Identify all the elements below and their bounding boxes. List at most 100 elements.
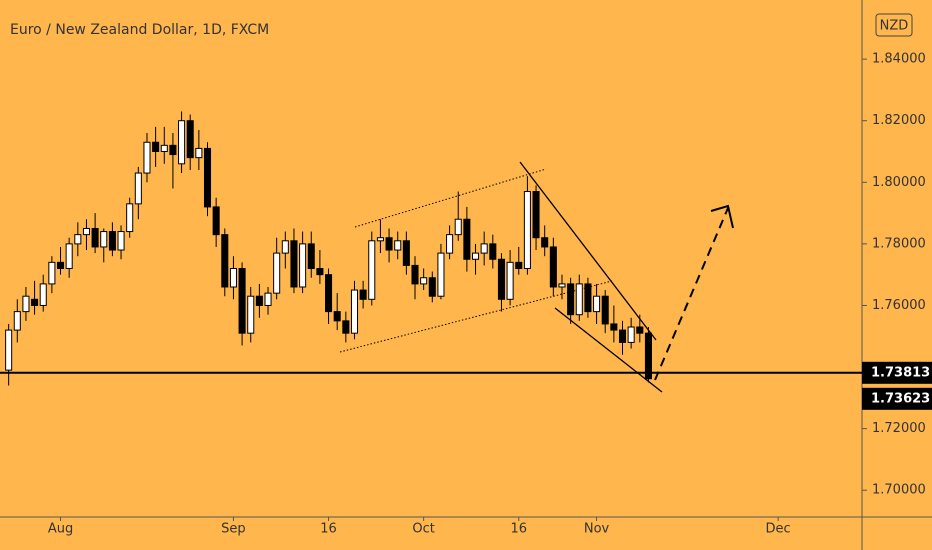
candle-body xyxy=(420,277,428,285)
candle-body xyxy=(385,237,393,251)
candle-body xyxy=(143,141,151,174)
candle-body xyxy=(567,283,575,316)
candle-body xyxy=(212,206,220,236)
y-tick-label: 1.80000 xyxy=(872,175,926,190)
price-label: 1.73623 xyxy=(871,391,930,406)
arrow-head xyxy=(710,204,734,229)
candle-body xyxy=(82,227,90,236)
candle-body xyxy=(255,295,263,306)
candle-body xyxy=(376,237,384,242)
candle-body xyxy=(601,295,609,325)
candle-body xyxy=(402,240,410,266)
wedge-upper xyxy=(519,161,657,341)
y-tick-label: 1.76000 xyxy=(872,298,926,313)
y-tick-label: 1.70000 xyxy=(872,483,926,498)
candle-body xyxy=(333,311,341,322)
x-tick-label: 16 xyxy=(510,522,527,537)
x-tick-label: Sep xyxy=(221,522,246,537)
candle-body xyxy=(618,329,627,343)
candle-body xyxy=(247,295,255,334)
candle-body xyxy=(169,144,177,156)
candle-body xyxy=(489,243,497,260)
candle-body xyxy=(48,261,56,285)
candle-body xyxy=(264,292,272,306)
candle-body xyxy=(497,258,505,300)
candle-body xyxy=(281,240,289,254)
drawings xyxy=(339,161,734,393)
candle-body xyxy=(394,240,402,251)
candle-body xyxy=(65,243,73,270)
y-tick-label: 1.72000 xyxy=(872,421,926,436)
candle-body xyxy=(160,144,168,152)
candle-body xyxy=(238,268,246,334)
candle-body xyxy=(56,261,65,270)
candle-body xyxy=(229,268,237,288)
candle-body xyxy=(91,227,99,248)
candle-body xyxy=(342,320,350,334)
candle-body xyxy=(299,243,307,288)
candle-body xyxy=(446,234,454,254)
candle-body xyxy=(325,274,333,313)
candle-body xyxy=(411,264,419,285)
chart-title: Euro / New Zealand Dollar, 1D, FXCM xyxy=(10,22,269,38)
candle-body xyxy=(22,295,30,313)
candle-body xyxy=(186,120,194,159)
candle-body xyxy=(126,203,134,233)
candle-body xyxy=(558,283,566,288)
wedge-lower xyxy=(554,307,663,393)
candle-body xyxy=(515,261,523,270)
y-tick-label: 1.82000 xyxy=(872,113,926,128)
candle-body xyxy=(575,283,583,316)
candle-body xyxy=(506,261,514,300)
candle-body xyxy=(316,268,324,276)
candle-body xyxy=(290,240,298,288)
price-label: 1.73813 xyxy=(871,365,930,380)
price-label-box xyxy=(862,387,932,410)
candle-body xyxy=(636,326,644,334)
candle-body xyxy=(100,231,108,248)
y-tick-label: 1.84000 xyxy=(872,52,926,67)
candle-body xyxy=(117,231,125,251)
candle-body xyxy=(108,231,116,251)
candle-body xyxy=(532,191,540,239)
candle-body xyxy=(454,218,462,236)
x-tick-label: 16 xyxy=(320,522,337,537)
candle-body xyxy=(203,147,212,208)
candle-body xyxy=(13,311,21,331)
candle-body xyxy=(5,329,13,371)
candle-body xyxy=(627,326,635,343)
candle-body xyxy=(437,252,445,297)
candle-body xyxy=(480,243,488,254)
channel-lower xyxy=(339,280,613,353)
candle-body xyxy=(541,237,549,248)
candle-body xyxy=(221,234,229,288)
candle-body xyxy=(195,147,203,159)
candle-body xyxy=(644,332,652,380)
candle-body xyxy=(350,289,359,334)
candle-body xyxy=(463,218,471,260)
candle-body xyxy=(178,120,186,165)
price-label-box xyxy=(862,361,932,384)
candle-body xyxy=(39,283,47,306)
candle-body xyxy=(359,289,367,300)
candle-body xyxy=(368,240,376,300)
candle-body xyxy=(593,295,601,313)
x-tick-label: Nov xyxy=(584,522,610,537)
candle-body xyxy=(273,252,281,294)
candle-body xyxy=(307,243,315,270)
candle-body xyxy=(152,141,160,152)
x-tick-label: Dec xyxy=(766,522,791,537)
candle-body xyxy=(523,191,531,270)
candle-body xyxy=(428,277,436,297)
currency-box xyxy=(875,13,913,37)
candle-body xyxy=(31,298,39,306)
candle-body xyxy=(610,323,618,331)
candle-body xyxy=(549,246,557,288)
currency-label: NZD xyxy=(880,19,909,34)
candle-body xyxy=(472,252,480,260)
candle-body xyxy=(74,234,82,245)
x-tick-label: Aug xyxy=(48,522,73,537)
